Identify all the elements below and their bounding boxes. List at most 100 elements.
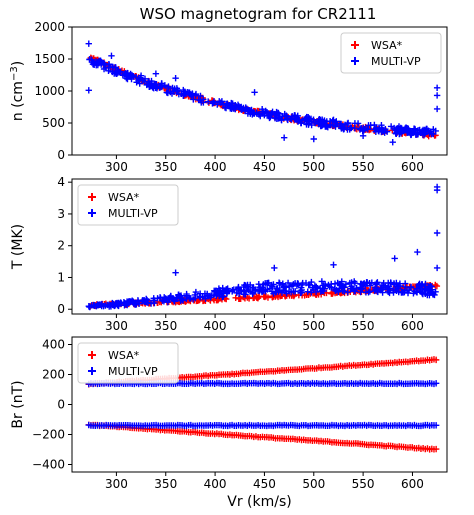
data-point (308, 289, 315, 296)
data-point-outlier (359, 132, 367, 139)
legend-label: WSA* (108, 191, 140, 204)
data-point (337, 282, 344, 289)
data-point (335, 288, 342, 296)
legend: WSA* MULTI-VP (77, 342, 179, 384)
y-tick-label: 0 (57, 398, 65, 412)
legend-label: MULTI-VP (371, 55, 421, 68)
x-tick-label: 350 (154, 477, 177, 491)
data-point (117, 68, 124, 75)
data-point (135, 75, 142, 83)
data-point (292, 288, 299, 295)
data-point (128, 75, 135, 83)
x-tick-label: 300 (105, 160, 128, 174)
x-tick-label: 550 (352, 477, 375, 491)
data-point (86, 56, 93, 63)
data-point (381, 129, 388, 136)
data-point (264, 294, 272, 301)
x-tick-label: 600 (401, 477, 424, 491)
data-point-outlier (85, 40, 92, 47)
y-tick-label: 1500 (34, 52, 65, 66)
legend-box (77, 184, 179, 226)
data-point (393, 130, 400, 138)
data-point-outlier (330, 116, 337, 123)
y-tick-label: 2000 (34, 20, 65, 34)
data-point (430, 130, 437, 138)
data-point (305, 281, 312, 289)
data-point (183, 290, 190, 298)
data-point (367, 282, 374, 289)
data-point-outlier (152, 70, 160, 77)
data-point (265, 112, 272, 120)
series-multivp (85, 40, 441, 146)
data-point (405, 286, 413, 294)
x-tick-label: 350 (154, 160, 177, 174)
data-point-outlier (85, 87, 92, 94)
data-point-outlier (433, 105, 441, 113)
data-point (432, 356, 440, 364)
data-point (136, 80, 143, 87)
data-point (385, 279, 392, 287)
y-tick-label: 200 (42, 368, 65, 382)
data-point (356, 126, 364, 133)
data-point (260, 281, 267, 288)
data-layer (85, 40, 441, 146)
data-point (241, 107, 249, 115)
data-point (318, 278, 326, 285)
data-point (111, 302, 118, 310)
data-point (271, 110, 278, 118)
x-tick-label: 300 (105, 319, 128, 333)
legend-marker (351, 41, 359, 49)
data-point (404, 289, 412, 297)
y-tick-label: 3 (57, 207, 65, 221)
data-point (212, 287, 219, 295)
data-point (414, 131, 422, 138)
y-tick-label: 0 (57, 302, 65, 316)
data-point (351, 120, 359, 127)
y-tick-label: −400 (32, 458, 65, 472)
x-tick-label: 450 (253, 477, 276, 491)
subplot-3: 300 350 400 450 500 550 600 −400 −200 0 200 400 Br (… (10, 336, 448, 510)
data-point (219, 101, 227, 108)
series-wsa (85, 356, 440, 453)
data-point (158, 80, 165, 87)
data-point-outlier (280, 134, 288, 141)
data-point (311, 119, 319, 127)
data-point (284, 116, 291, 124)
data-point (218, 98, 226, 105)
data-point (210, 98, 218, 105)
data-point (266, 285, 274, 292)
legend: WSA* MULTI-VP (340, 32, 442, 74)
legend-marker (351, 57, 359, 65)
data-point (105, 61, 113, 68)
legend-label: WSA* (108, 349, 140, 362)
data-point (308, 121, 315, 129)
data-point (421, 131, 428, 138)
data-point (297, 119, 305, 127)
data-point (284, 279, 292, 287)
data-point (164, 298, 172, 306)
data-point (351, 288, 358, 295)
data-point (285, 288, 293, 295)
data-point (141, 78, 149, 86)
x-tick-label: 400 (204, 319, 227, 333)
x-tick-label: 400 (204, 160, 227, 174)
data-point (124, 71, 131, 78)
data-point (313, 283, 320, 291)
data-point (425, 127, 432, 134)
data-point (170, 88, 177, 95)
data-point (304, 288, 311, 295)
data-point (399, 288, 406, 296)
x-tick-label: 600 (401, 319, 424, 333)
data-point (382, 283, 389, 291)
axes-frame (71, 178, 448, 315)
data-point (279, 281, 287, 289)
legend-marker (88, 367, 96, 375)
data-point-outlier (271, 264, 278, 272)
data-point (407, 129, 415, 137)
data-point (311, 282, 319, 289)
data-point (186, 295, 193, 302)
x-tick-label: 300 (105, 477, 128, 491)
data-point (348, 124, 355, 132)
data-point (178, 90, 185, 98)
x-tick-label: 550 (352, 319, 375, 333)
